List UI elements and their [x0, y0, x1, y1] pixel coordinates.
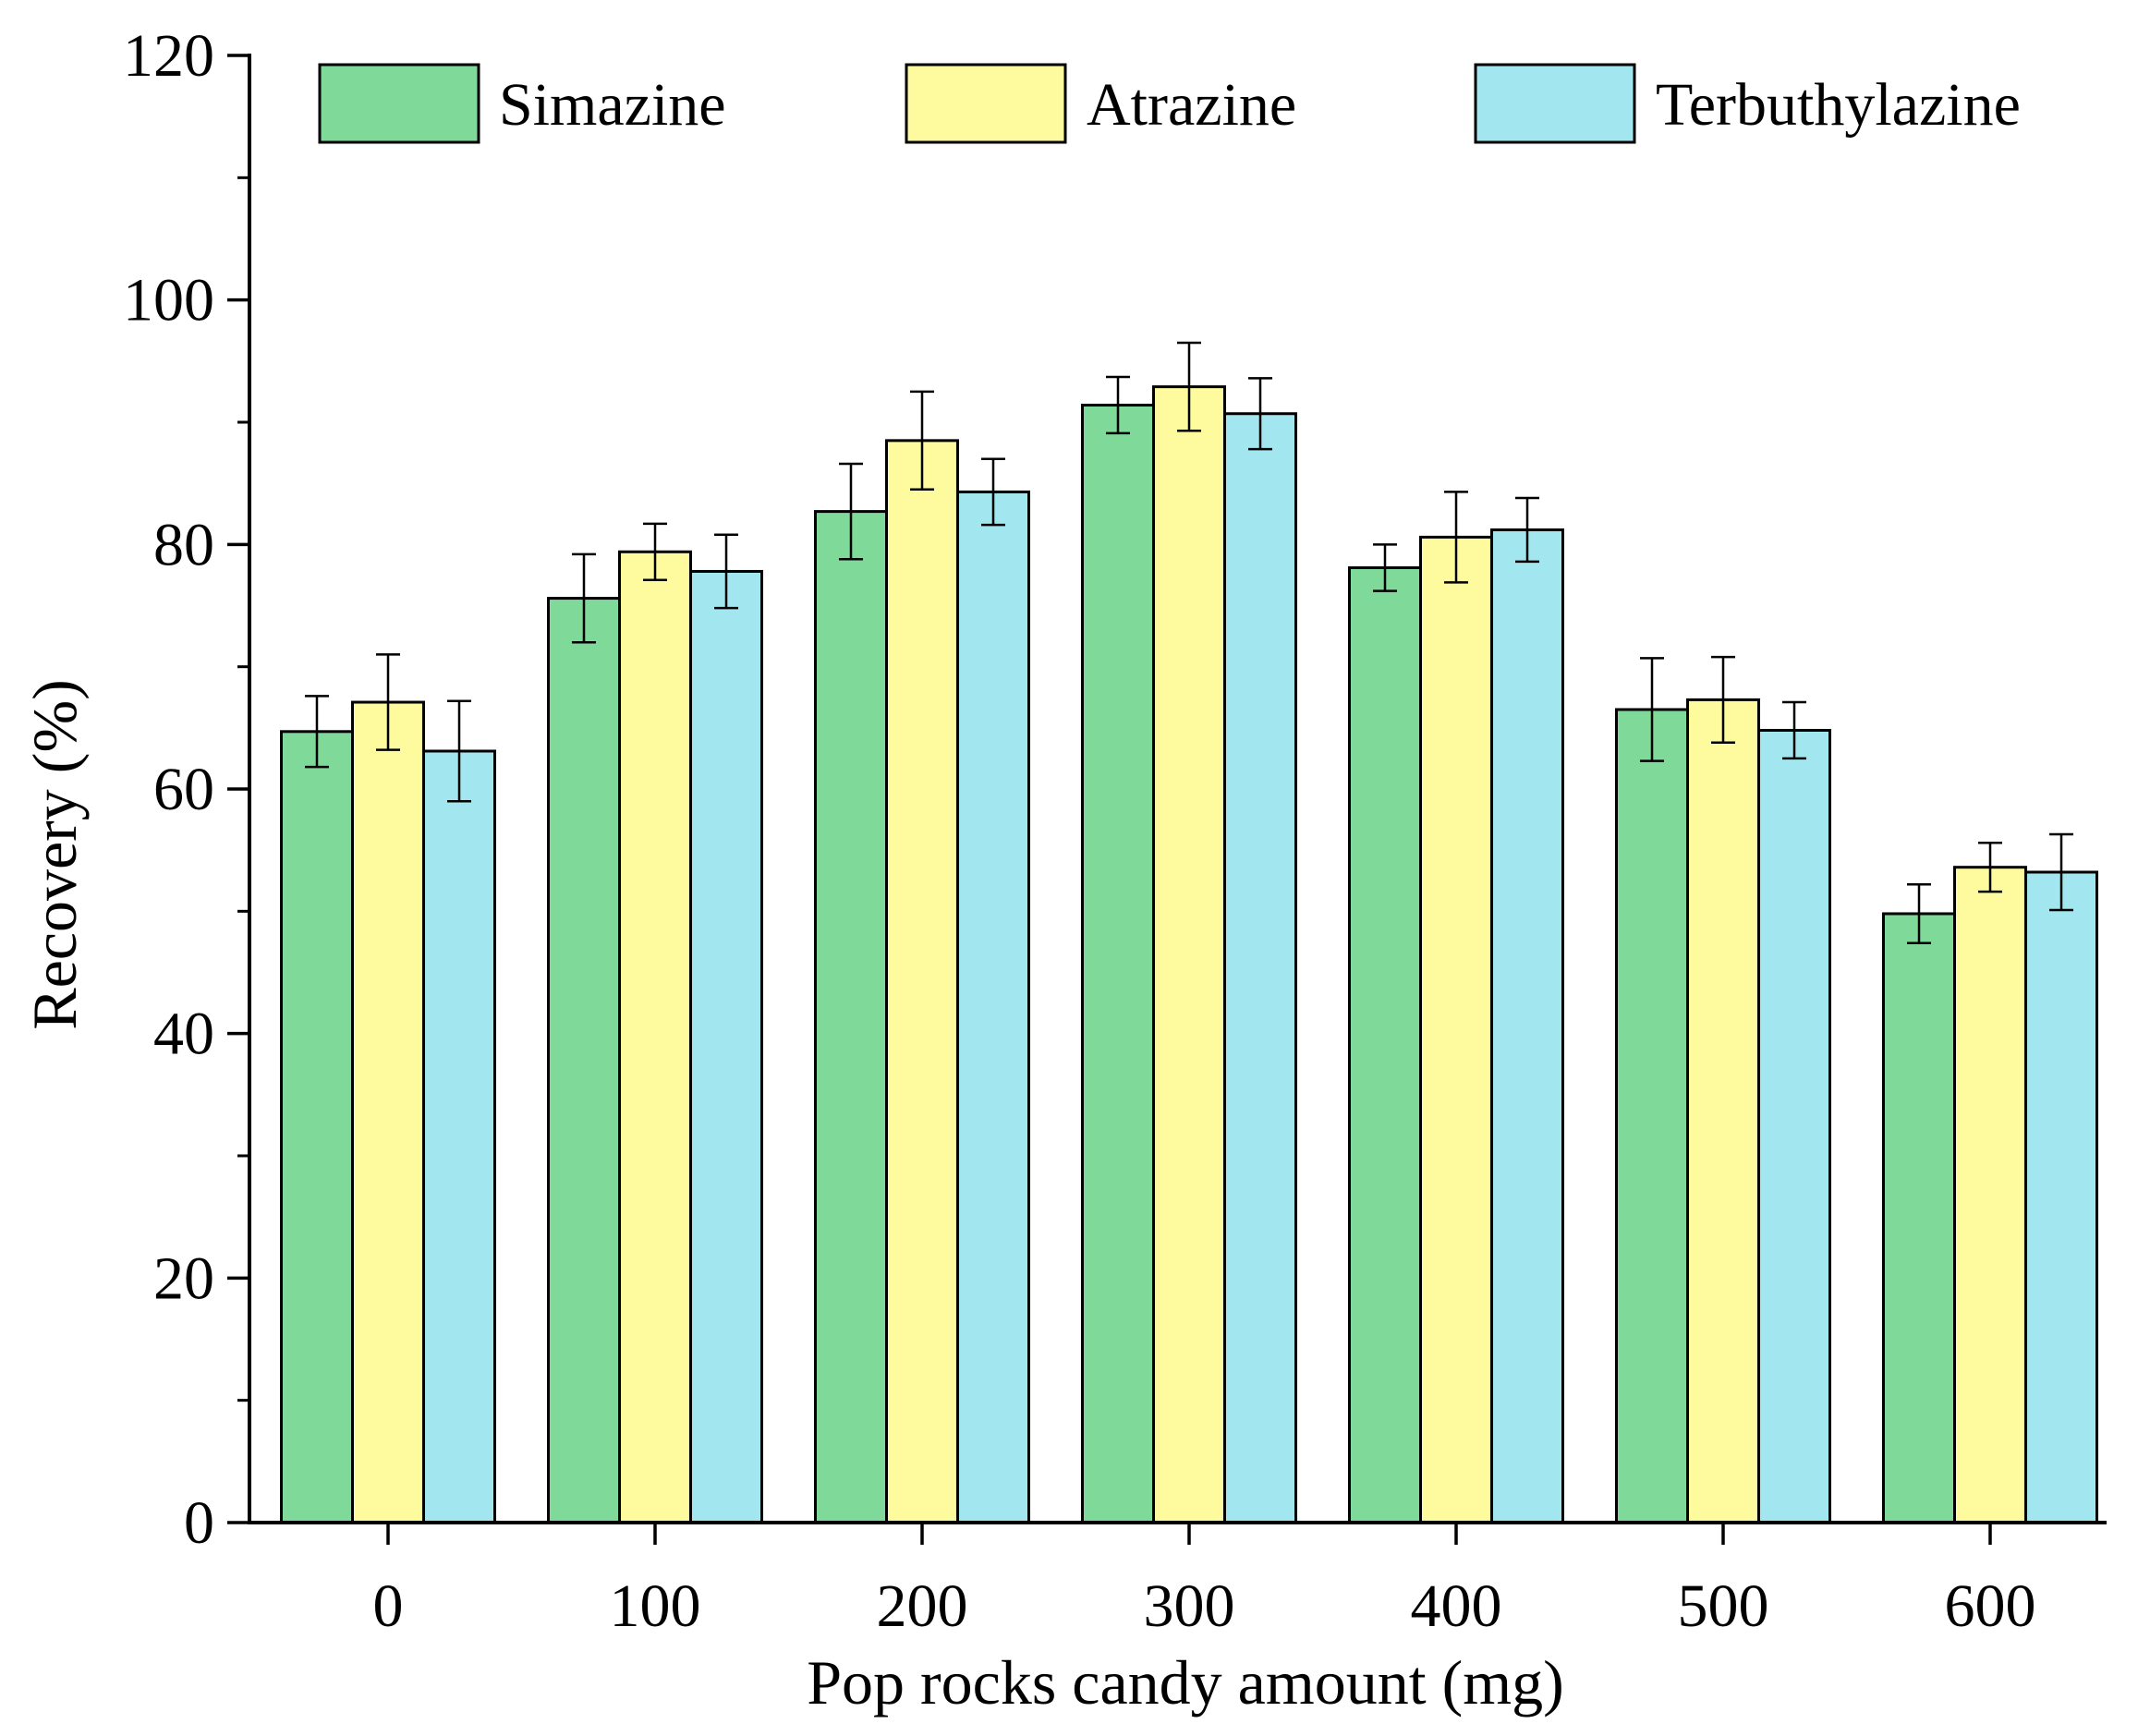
- bar-atrazine-300: [1152, 385, 1226, 1524]
- error-bars: [305, 341, 2073, 944]
- legend-label-atrazine: Atrazine: [1087, 71, 1296, 139]
- x-tick-label-600: 600: [1945, 1572, 2036, 1640]
- bar-atrazine-200: [885, 439, 959, 1524]
- bars: [280, 385, 2098, 1524]
- y-tick-label-40: 40: [153, 1001, 214, 1068]
- y-tick-label-120: 120: [123, 22, 214, 90]
- legend-swatch-atrazine: [905, 63, 1067, 144]
- bar-simazine-100: [547, 597, 621, 1524]
- bar-simazine-600: [1882, 912, 1956, 1524]
- bar-terbuthylazine-600: [2024, 870, 2098, 1524]
- bar-simazine-300: [1081, 403, 1155, 1524]
- legend-label-terbuthylazine: Terbuthylazine: [1656, 71, 2021, 139]
- bar-simazine-400: [1348, 565, 1422, 1524]
- x-axis-title: Pop rocks candy amount (mg): [807, 1647, 1564, 1718]
- bar-simazine-0: [280, 730, 354, 1524]
- x-tick-label-400: 400: [1411, 1572, 1502, 1640]
- bar-atrazine-400: [1419, 535, 1493, 1524]
- bar-terbuthylazine-500: [1757, 728, 1831, 1524]
- y-tick-label-80: 80: [153, 511, 214, 578]
- x-tick-label-300: 300: [1144, 1572, 1235, 1640]
- bar-terbuthylazine-200: [956, 490, 1030, 1524]
- y-tick-label-0: 0: [184, 1489, 214, 1557]
- y-axis-title: Recovery (%): [19, 679, 90, 1029]
- bar-terbuthylazine-0: [422, 749, 496, 1524]
- y-tick-label-20: 20: [153, 1244, 214, 1312]
- bar-terbuthylazine-300: [1223, 412, 1297, 1524]
- x-tick-label-500: 500: [1678, 1572, 1769, 1640]
- legend-swatch-terbuthylazine: [1474, 63, 1636, 144]
- bar-simazine-200: [814, 510, 888, 1524]
- bar-atrazine-500: [1686, 698, 1760, 1524]
- x-axis: 0 100 200 300 400 500 600: [248, 1521, 2107, 1640]
- legend-swatch-simazine: [318, 63, 480, 144]
- x-tick-label-0: 0: [373, 1572, 404, 1640]
- bar-atrazine-600: [1953, 866, 2027, 1524]
- x-tick-label-200: 200: [877, 1572, 968, 1640]
- bar-simazine-500: [1615, 708, 1689, 1524]
- bar-atrazine-0: [351, 700, 425, 1524]
- bar-terbuthylazine-400: [1490, 528, 1564, 1524]
- y-tick-label-60: 60: [153, 756, 214, 823]
- bar-terbuthylazine-100: [689, 569, 763, 1524]
- bar-atrazine-100: [618, 550, 692, 1524]
- y-tick-label-100: 100: [123, 267, 214, 334]
- x-tick-label-100: 100: [610, 1572, 701, 1640]
- y-axis: 0 20 40 60 80 100 120: [123, 22, 251, 1557]
- legend-label-simazine: Simazine: [499, 71, 726, 139]
- legend: Simazine Atrazine Terbuthylazine: [318, 63, 2021, 144]
